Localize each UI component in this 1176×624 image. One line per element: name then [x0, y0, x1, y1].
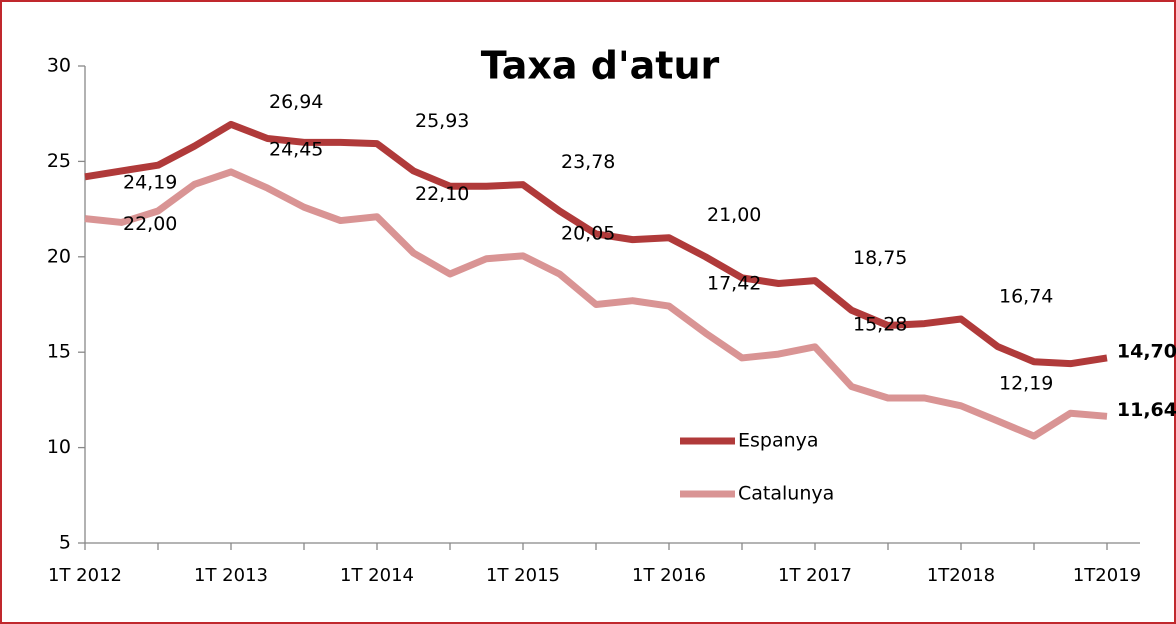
value-label: 17,42: [707, 273, 761, 295]
y-tick-label: 30: [47, 55, 71, 77]
value-label: 15,28: [853, 313, 907, 335]
value-label: 24,19: [123, 171, 177, 193]
legend-label: Espanya: [738, 430, 819, 452]
y-tick-label: 10: [47, 436, 71, 458]
x-tick-label: 1T 2014: [340, 565, 414, 586]
legend-label: Catalunya: [738, 483, 834, 505]
value-label: 18,75: [853, 247, 907, 269]
x-tick-label: 1T 2013: [194, 565, 268, 586]
value-label: 22,00: [123, 213, 177, 235]
value-label: 26,94: [269, 91, 323, 113]
x-tick-label: 1T 2017: [778, 565, 852, 586]
value-label: 14,70: [1117, 340, 1176, 362]
series-line: [84, 168, 1108, 440]
chart-title: Taxa d'atur: [481, 44, 720, 88]
x-tick-label: 1T2019: [1073, 565, 1141, 586]
value-label: 21,00: [707, 204, 761, 226]
x-tick-label: 1T 2016: [632, 565, 706, 586]
value-label: 23,78: [561, 151, 615, 173]
x-tick-label: 1T 2012: [48, 565, 122, 586]
y-tick-label: 15: [47, 341, 71, 363]
series-line: [84, 120, 1108, 368]
value-label: 11,64: [1117, 399, 1176, 421]
value-label: 20,05: [561, 222, 615, 244]
y-tick-label: 5: [59, 532, 71, 554]
y-tick-label: 20: [47, 245, 71, 267]
x-tick-label: 1T 2015: [486, 565, 560, 586]
value-label: 16,74: [999, 286, 1053, 308]
value-label: 12,19: [999, 372, 1053, 394]
value-label: 22,10: [415, 183, 469, 205]
y-tick-label: 25: [47, 150, 71, 172]
x-tick-label: 1T2018: [927, 565, 995, 586]
value-label: 25,93: [415, 110, 469, 132]
value-label: 24,45: [269, 138, 323, 160]
